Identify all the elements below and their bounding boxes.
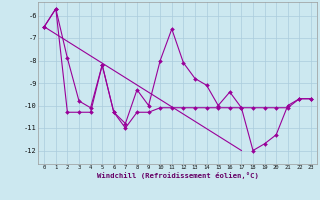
X-axis label: Windchill (Refroidissement éolien,°C): Windchill (Refroidissement éolien,°C): [97, 172, 259, 179]
